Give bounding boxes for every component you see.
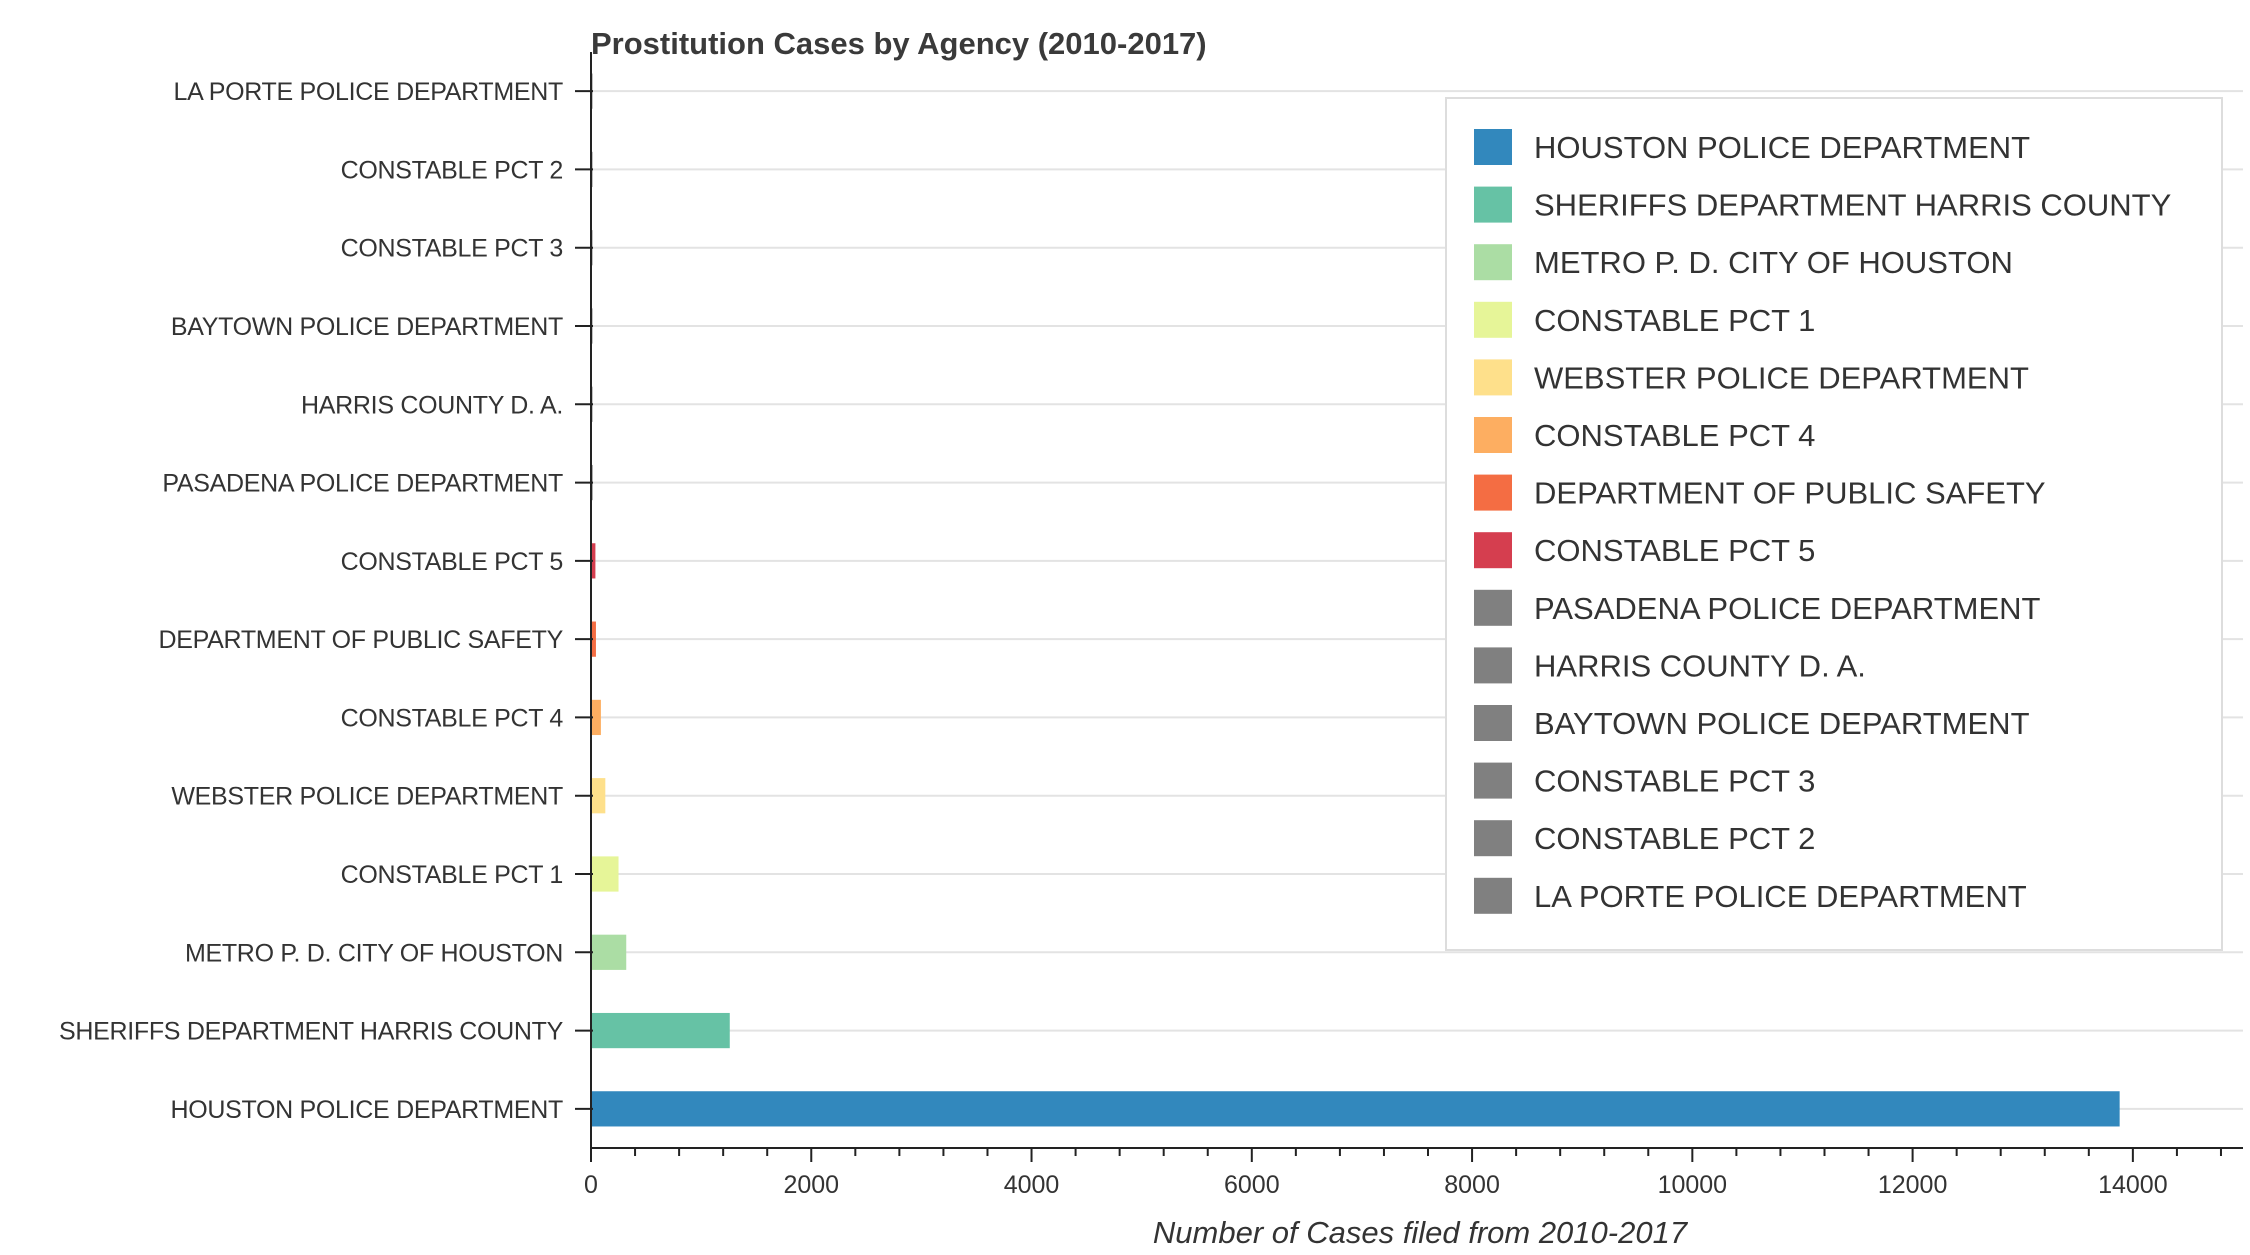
legend-swatch xyxy=(1474,762,1512,799)
legend-swatch xyxy=(1474,820,1512,857)
y-tick-label: CONSTABLE PCT 1 xyxy=(341,861,563,889)
bar xyxy=(591,778,606,814)
legend-swatch xyxy=(1474,877,1512,914)
legend-label: CONSTABLE PCT 3 xyxy=(1534,764,1815,799)
y-tick-label: BAYTOWN POLICE DEPARTMENT xyxy=(171,313,563,341)
x-tick-label: 12000 xyxy=(1878,1171,1948,1199)
legend-label: CONSTABLE PCT 5 xyxy=(1534,533,1815,568)
bar xyxy=(591,856,619,892)
legend-label: PASADENA POLICE DEPARTMENT xyxy=(1534,591,2041,626)
x-tick-label: 10000 xyxy=(1658,1171,1728,1199)
y-tick-label: CONSTABLE PCT 5 xyxy=(341,548,563,576)
legend: HOUSTON POLICE DEPARTMENT SHERIFFS DEPART… xyxy=(1445,97,2223,951)
legend-box xyxy=(1445,97,2223,951)
legend-label: DEPARTMENT OF PUBLIC SAFETY xyxy=(1534,476,2046,511)
y-tick-label: DEPARTMENT OF PUBLIC SAFETY xyxy=(159,626,564,654)
y-tick-label: HOUSTON POLICE DEPARTMENT xyxy=(170,1096,563,1124)
x-tick-label: 0 xyxy=(584,1171,598,1199)
legend-swatch xyxy=(1474,186,1512,223)
legend-label: WEBSTER POLICE DEPARTMENT xyxy=(1534,360,2029,395)
y-axis-ticks: HOUSTON POLICE DEPARTMENT SHERIFFS DEPART… xyxy=(59,78,593,1124)
legend-swatch xyxy=(1474,301,1512,338)
axes xyxy=(590,52,2243,1149)
bars xyxy=(591,73,2120,1127)
legend-swatch xyxy=(1474,532,1512,569)
y-tick-label: SHERIFFS DEPARTMENT HARRIS COUNTY xyxy=(59,1018,564,1046)
y-tick-label: CONSTABLE PCT 4 xyxy=(341,704,564,732)
y-tick-label: WEBSTER POLICE DEPARTMENT xyxy=(171,783,563,811)
legend-swatch xyxy=(1474,129,1512,165)
legend-label: CONSTABLE PCT 1 xyxy=(1534,303,1815,338)
legend-label: METRO P. D. CITY OF HOUSTON xyxy=(1534,245,2013,280)
y-tick-label: CONSTABLE PCT 3 xyxy=(341,235,563,263)
x-tick-label: 4000 xyxy=(1004,1171,1060,1199)
legend-label: CONSTABLE PCT 4 xyxy=(1534,418,1815,453)
x-axis-ticks: 0 2000 4000 6000 8000 10000 12000 14000 xyxy=(584,1148,2222,1199)
bar xyxy=(591,543,596,579)
y-tick-label: LA PORTE POLICE DEPARTMENT xyxy=(173,78,563,106)
bar xyxy=(591,699,601,736)
chart-title: Prostitution Cases by Agency (2010-2017) xyxy=(591,26,1207,61)
x-tick-label: 14000 xyxy=(2098,1171,2168,1199)
y-tick-label: CONSTABLE PCT 2 xyxy=(341,156,563,184)
legend-label: CONSTABLE PCT 2 xyxy=(1534,821,1815,856)
y-tick-label: PASADENA POLICE DEPARTMENT xyxy=(162,470,563,498)
legend-swatch xyxy=(1474,244,1512,281)
legend-label: SHERIFFS DEPARTMENT HARRIS COUNTY xyxy=(1534,188,2171,223)
x-axis-label: Number of Cases filed from 2010-2017 xyxy=(1153,1215,1689,1250)
legend-swatch xyxy=(1474,474,1512,511)
bar xyxy=(591,934,627,970)
bar xyxy=(591,1091,2120,1127)
y-tick-label: METRO P. D. CITY OF HOUSTON xyxy=(185,939,563,967)
x-tick-label: 6000 xyxy=(1224,1171,1280,1199)
x-tick-label: 2000 xyxy=(783,1171,839,1199)
bar xyxy=(591,1012,730,1049)
legend-swatch xyxy=(1474,705,1512,741)
legend-label: BAYTOWN POLICE DEPARTMENT xyxy=(1534,706,2030,741)
legend-label: LA PORTE POLICE DEPARTMENT xyxy=(1534,879,2027,914)
legend-label: HOUSTON POLICE DEPARTMENT xyxy=(1534,130,2030,165)
y-tick-label: HARRIS COUNTY D. A. xyxy=(301,391,563,419)
x-tick-label: 8000 xyxy=(1444,1171,1500,1199)
legend-swatch xyxy=(1474,417,1512,453)
legend-swatch xyxy=(1474,359,1512,396)
legend-swatch xyxy=(1474,647,1512,684)
legend-label: HARRIS COUNTY D. A. xyxy=(1534,648,1866,683)
bar xyxy=(591,621,596,657)
legend-swatch xyxy=(1474,589,1512,626)
